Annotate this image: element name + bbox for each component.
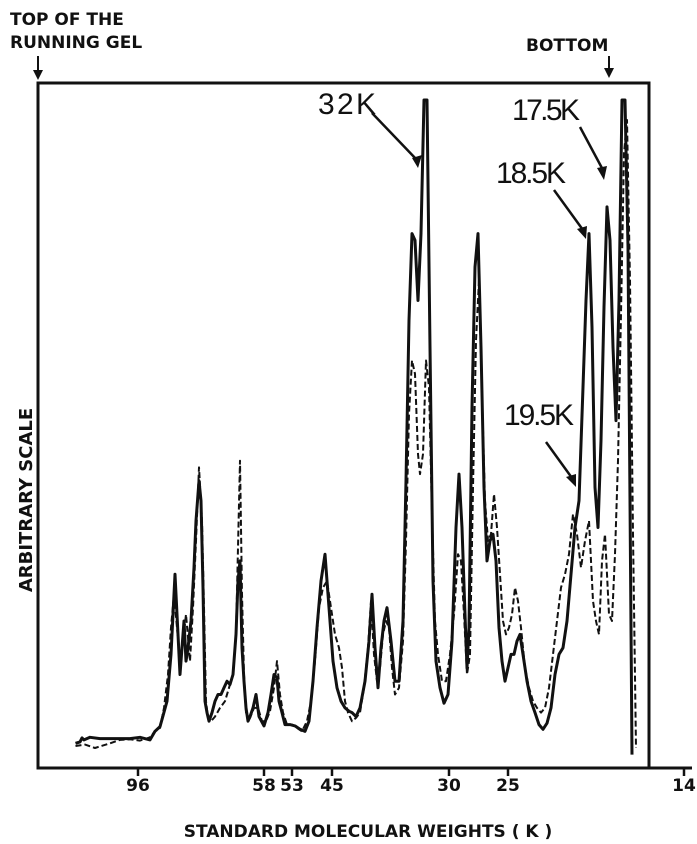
x-tick-label-30: 30 <box>437 776 461 796</box>
x-axis-ticks: 96 58 53 45 30 25 14 <box>126 768 696 796</box>
x-axis-label: STANDARD MOLECULAR WEIGHTS ( K ) <box>184 822 553 842</box>
peak-annotation-18-5k: 18.5K <box>496 157 587 239</box>
peak-label-32k: 32K <box>318 88 376 121</box>
peak-annotation-19-5k: 19.5K <box>504 399 576 487</box>
x-tick-label-25: 25 <box>496 776 520 796</box>
y-axis-label: ARBITRARY SCALE <box>16 408 37 592</box>
peak-label-19-5k: 19.5K <box>504 399 574 432</box>
peak-annotation-17-5k: 17.5K <box>512 94 607 180</box>
peak-label-17-5k: 17.5K <box>512 94 580 127</box>
bottom-arrow <box>604 56 614 78</box>
top-of-running-gel-label-line1: TOP OF THE <box>10 10 124 30</box>
x-tick-label-96: 96 <box>126 776 150 796</box>
top-of-gel-arrow <box>33 56 43 80</box>
x-tick-label-58: 58 <box>252 776 276 796</box>
bottom-label: BOTTOM <box>526 36 608 56</box>
x-tick-label-14: 14 <box>672 776 696 796</box>
top-of-running-gel-label-line2: RUNNING GEL <box>10 33 142 53</box>
peak-annotation-32k: 32K <box>318 88 422 168</box>
trace-dashed <box>75 119 637 749</box>
x-tick-label-53: 53 <box>280 776 304 796</box>
peak-label-18-5k: 18.5K <box>496 157 566 190</box>
x-tick-label-45: 45 <box>320 776 344 796</box>
densitometry-traces <box>75 98 637 755</box>
trace-solid <box>75 98 634 755</box>
